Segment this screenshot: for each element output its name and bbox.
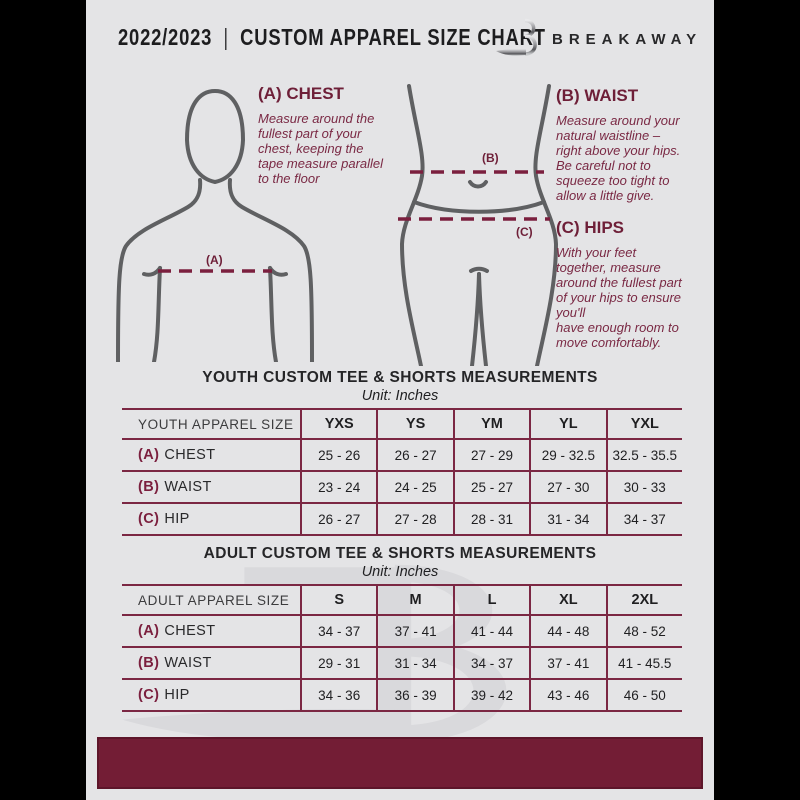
breakaway-watermark-logo (122, 564, 507, 743)
youth-chest-row-label: (A) CHEST (122, 440, 300, 472)
table-cell: 26 - 27 (300, 504, 377, 536)
table-cell: 27 - 30 (529, 472, 606, 504)
chest-instruction-text: Measure around the fullest part of your … (258, 111, 384, 186)
table-cell: 48 - 52 (605, 616, 682, 648)
waist-instruction-block: (B) WAIST Measure around your natural wa… (556, 86, 714, 203)
table-cell: 23 - 24 (300, 472, 377, 504)
brand-name: BREAKAWAY (552, 31, 703, 48)
row-name: CHEST (164, 623, 216, 639)
adult-unit-label: Unit: Inches (361, 564, 439, 580)
title-separator: | (223, 24, 229, 50)
waist-measure-label: (B) (482, 151, 499, 165)
row-prefix: (C) (138, 511, 160, 527)
table-cell: 27 - 28 (376, 504, 453, 536)
adult-hip-row-label: (C) HIP (122, 680, 300, 712)
row-name: WAIST (164, 479, 212, 495)
table-cell: 31 - 34 (529, 504, 606, 536)
youth-table-header-cell: YL (529, 410, 606, 440)
table-cell: 29 - 32.5 (529, 440, 606, 472)
adult-table-header-cell: L (452, 586, 530, 616)
table-cell: 41 - 44 (452, 616, 530, 648)
table-cell: 34 - 36 (300, 680, 377, 712)
adult-section-title: ADULT CUSTOM TEE & SHORTS MEASUREMENTS (203, 545, 597, 562)
youth-table-header-cell: YM (452, 410, 530, 440)
hips-instruction-heading: (C) HIPS (556, 218, 624, 237)
waist-hips-figure-illustration: (B) (C) (398, 84, 559, 366)
chest-instruction-heading: (A) CHEST (258, 84, 344, 103)
hips-measure-label: (C) (516, 225, 533, 239)
table-cell: 25 - 27 (452, 472, 530, 504)
table-cell: 39 - 42 (452, 680, 530, 712)
adult-table-header-cell: ADULT APPAREL SIZE (122, 586, 300, 616)
table-cell: 31 - 34 (376, 648, 453, 680)
table-cell: 25 - 26 (300, 440, 377, 472)
chest-measure-label: (A) (206, 253, 223, 267)
table-cell: 43 - 46 (529, 680, 606, 712)
row-prefix: (A) (138, 623, 160, 639)
table-cell: 32.5 - 35.5 (605, 440, 682, 472)
table-cell: 41 - 45.5 (605, 648, 682, 680)
breakaway-logo-icon (496, 18, 537, 56)
table-cell: 27 - 29 (452, 440, 530, 472)
title-text: CUSTOM APPAREL SIZE CHART (240, 24, 546, 50)
adult-size-table: ADULT APPAREL SIZE S M L XL 2XL (A) CHES… (122, 584, 682, 712)
table-cell: 30 - 33 (605, 472, 682, 504)
table-cell: 34 - 37 (300, 616, 377, 648)
table-cell: 24 - 25 (376, 472, 453, 504)
waist-instruction-heading: (B) WAIST (556, 86, 639, 105)
youth-section-title: YOUTH CUSTOM TEE & SHORTS MEASUREMENTS (202, 369, 598, 386)
title-year: 2022/2023 (118, 24, 213, 50)
youth-table-header-cell: YXL (605, 410, 682, 440)
youth-size-table: YOUTH APPAREL SIZE YXS YS YM YL YXL (A) … (122, 408, 682, 536)
page-title: 2022/2023 | CUSTOM APPAREL SIZE CHART (118, 24, 546, 51)
row-name: HIP (164, 687, 190, 703)
table-cell: 34 - 37 (605, 504, 682, 536)
youth-table-header-cell: YOUTH APPAREL SIZE (122, 410, 300, 440)
hips-instruction-text: With your feet together, measure around … (556, 245, 682, 350)
hips-instruction-block: (C) HIPS With your feet together, measur… (556, 218, 714, 350)
row-name: CHEST (164, 447, 216, 463)
chest-instruction-block: (A) CHEST Measure around the fullest par… (258, 84, 433, 186)
table-cell: 36 - 39 (376, 680, 453, 712)
row-name: WAIST (164, 655, 212, 671)
adult-table-header-cell: 2XL (605, 586, 682, 616)
size-chart-page: 2022/2023 | CUSTOM APPAREL SIZE CHART BREA… (86, 0, 714, 800)
adult-waist-row-label: (B) WAIST (122, 648, 300, 680)
waist-instruction-text: Measure around your natural waistline – … (556, 113, 681, 203)
row-prefix: (B) (138, 479, 160, 495)
table-cell: 28 - 31 (452, 504, 530, 536)
adult-chest-row-label: (A) CHEST (122, 616, 300, 648)
table-cell: 29 - 31 (300, 648, 377, 680)
row-prefix: (C) (138, 687, 160, 703)
adult-table-header-cell: M (376, 586, 453, 616)
table-cell: 46 - 50 (605, 680, 682, 712)
youth-unit-label: Unit: Inches (361, 388, 439, 404)
table-cell: 26 - 27 (376, 440, 453, 472)
youth-table-header-cell: YS (376, 410, 453, 440)
footer-accent-bar (97, 737, 703, 789)
row-name: HIP (164, 511, 190, 527)
row-prefix: (A) (138, 447, 160, 463)
row-prefix: (B) (138, 655, 160, 671)
adult-table-header-cell: S (300, 586, 377, 616)
chest-figure-illustration: (A) (116, 88, 314, 362)
youth-table-header-cell: YXS (300, 410, 377, 440)
table-cell: 37 - 41 (529, 648, 606, 680)
table-cell: 44 - 48 (529, 616, 606, 648)
youth-hip-row-label: (C) HIP (122, 504, 300, 536)
table-cell: 37 - 41 (376, 616, 453, 648)
youth-waist-row-label: (B) WAIST (122, 472, 300, 504)
table-cell: 34 - 37 (452, 648, 530, 680)
adult-table-header-cell: XL (529, 586, 606, 616)
